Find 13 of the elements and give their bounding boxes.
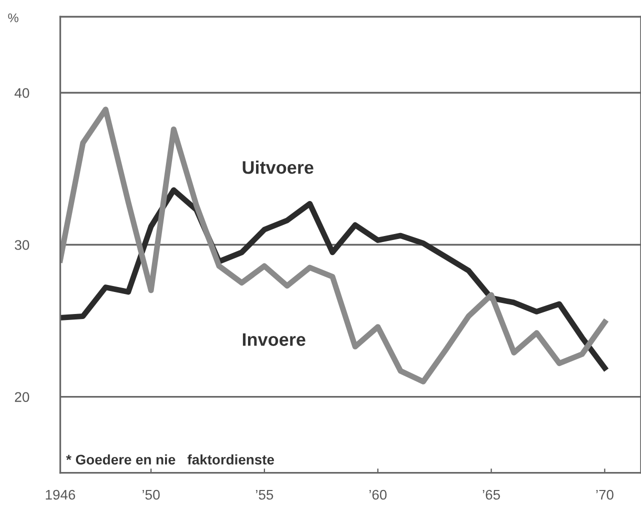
x-tick-label: ’70: [596, 490, 614, 500]
x-tick-label: ’65: [482, 490, 500, 500]
y-tick-label: 20: [14, 392, 30, 402]
y-tick-label: 40: [14, 88, 30, 98]
x-tick-label: ’60: [369, 490, 387, 500]
series-label: Uitvoere: [242, 160, 314, 174]
x-tick-label: 1946: [46, 490, 76, 500]
annotation: * Goedere en nie faktordienste: [66, 454, 274, 465]
y-axis-title: %: [8, 13, 18, 22]
x-tick-label: ’55: [256, 490, 274, 500]
x-tick-label: ’50: [142, 490, 160, 500]
text: Invoere: [242, 333, 306, 346]
y-tick-label: 30: [14, 240, 30, 250]
